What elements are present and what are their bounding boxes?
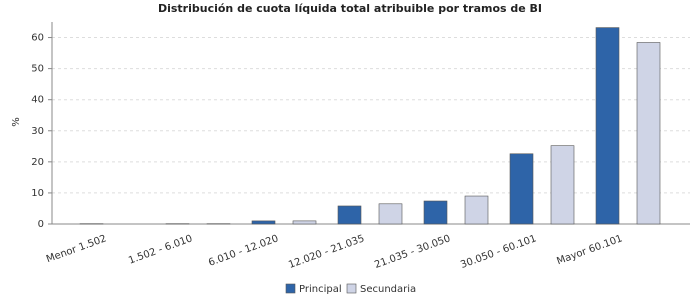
- y-tick-label: 20: [31, 157, 44, 168]
- y-tick-label: 60: [31, 33, 44, 44]
- bar: [550, 145, 575, 225]
- bar: [378, 203, 403, 225]
- y-tick-label: 30: [31, 126, 44, 137]
- y-tick-label: 10: [31, 188, 44, 199]
- bar: [423, 200, 448, 225]
- x-tick-label: Mayor 60.101: [555, 233, 624, 267]
- y-axis-label: %: [11, 117, 22, 127]
- y-tick-label: 0: [38, 219, 44, 230]
- bar: [464, 195, 489, 225]
- legend-label: Secundaria: [360, 284, 416, 295]
- x-tick-label: 21.035 - 30.050: [373, 233, 452, 271]
- y-tick-label: 40: [31, 95, 44, 106]
- chart-title: Distribución de cuota líquida total atri…: [158, 2, 542, 15]
- x-tick-label: 12.020 - 21.035: [287, 233, 366, 271]
- bar: [337, 205, 362, 225]
- bar: [636, 42, 661, 225]
- x-tick-label: 6.010 - 12.020: [207, 233, 280, 269]
- y-tick-label: 50: [31, 64, 44, 75]
- legend-label: Principal: [299, 284, 342, 295]
- legend-swatch: [285, 283, 296, 294]
- x-tick-label: Menor 1.502: [45, 233, 108, 265]
- legend-swatch: [346, 283, 357, 294]
- x-tick-label: 1.502 - 6.010: [127, 233, 194, 266]
- bar: [509, 153, 534, 225]
- x-tick-label: 30.050 - 60.101: [459, 233, 538, 271]
- bar: [292, 220, 317, 225]
- bar: [595, 27, 620, 225]
- bar: [251, 220, 276, 225]
